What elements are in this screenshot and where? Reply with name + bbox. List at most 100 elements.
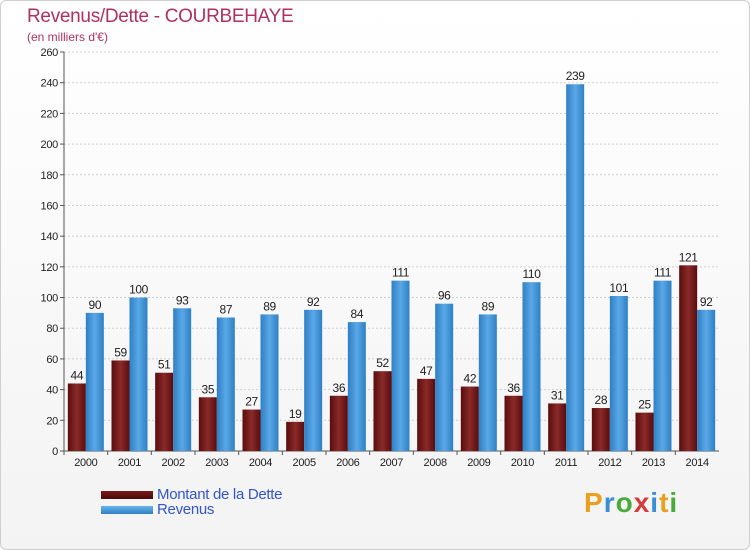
x-tick-label: 2008 xyxy=(424,457,447,469)
x-tick-label: 2003 xyxy=(205,457,228,469)
data-label-debt: 28 xyxy=(595,393,608,407)
x-tick-label: 2012 xyxy=(598,457,621,469)
bar-revenus xyxy=(304,309,323,451)
data-label-revenus: 111 xyxy=(654,266,672,280)
data-label-debt: 25 xyxy=(638,398,651,412)
y-tick-label: 40 xyxy=(46,385,58,397)
data-label-debt: 19 xyxy=(289,407,302,421)
y-tick-label: 100 xyxy=(41,293,59,305)
y-tick-label: 160 xyxy=(41,200,59,212)
bar-debt xyxy=(460,386,479,451)
bar-debt xyxy=(417,378,436,451)
bar-revenus xyxy=(129,297,148,451)
bar-debt xyxy=(591,408,610,451)
bar-debt xyxy=(67,383,86,451)
data-label-revenus: 111 xyxy=(392,266,410,280)
chart-subtitle: (en milliers d'€) xyxy=(27,30,108,44)
bar-revenus xyxy=(85,312,104,451)
y-tick-label: 60 xyxy=(46,354,58,366)
y-tick-label: 200 xyxy=(41,139,59,151)
legend-label-debt: Montant de la Dette xyxy=(157,486,283,503)
bar-debt xyxy=(548,403,567,451)
x-tick-label: 2001 xyxy=(118,457,141,469)
x-tick-label: 2004 xyxy=(249,457,272,469)
bar-debt xyxy=(242,409,261,451)
data-label-revenus: 89 xyxy=(482,299,495,313)
x-tick-label: 2011 xyxy=(555,457,578,469)
y-tick-label: 0 xyxy=(52,446,58,458)
data-label-debt: 27 xyxy=(245,395,258,409)
data-label-revenus: 87 xyxy=(220,302,233,316)
data-label-debt: 51 xyxy=(158,358,171,372)
y-tick-label: 20 xyxy=(46,415,58,427)
x-tick-label: 2000 xyxy=(74,457,97,469)
data-label-revenus: 92 xyxy=(307,295,320,309)
legend-swatch-debt xyxy=(101,490,153,499)
data-label-debt: 36 xyxy=(507,381,520,395)
bar-debt xyxy=(679,265,698,451)
data-label-revenus: 101 xyxy=(609,281,629,295)
bar-debt xyxy=(373,371,392,451)
legend-item-revenus: Revenus xyxy=(101,501,282,518)
y-tick-label: 240 xyxy=(41,78,59,90)
bar-revenus xyxy=(260,314,279,451)
data-label-debt: 36 xyxy=(333,381,346,395)
data-label-revenus: 93 xyxy=(176,293,189,307)
data-label-revenus: 96 xyxy=(438,289,451,303)
data-label-debt: 44 xyxy=(71,368,84,382)
data-label-debt: 42 xyxy=(464,372,477,386)
y-tick-label: 220 xyxy=(41,108,59,120)
bar-revenus xyxy=(173,308,192,451)
y-tick-label: 80 xyxy=(46,323,58,335)
data-label-revenus: 100 xyxy=(129,283,149,297)
data-label-debt: 121 xyxy=(679,250,699,264)
x-tick-label: 2010 xyxy=(511,457,534,469)
bar-revenus xyxy=(566,84,585,451)
bar-debt xyxy=(329,395,348,451)
data-label-revenus: 239 xyxy=(566,69,586,83)
data-label-revenus: 110 xyxy=(523,267,542,281)
x-tick-label: 2002 xyxy=(162,457,185,469)
proxiti-logo: Proxiti xyxy=(584,487,679,518)
legend-swatch-revenus xyxy=(101,505,153,514)
legend-label-revenus: Revenus xyxy=(157,501,215,518)
x-tick-label: 2013 xyxy=(642,457,665,469)
y-tick-label: 140 xyxy=(41,231,59,243)
data-label-debt: 52 xyxy=(376,356,389,370)
x-tick-label: 2014 xyxy=(686,457,709,469)
chart-legend: Montant de la Dette Revenus xyxy=(101,486,283,518)
x-tick-label: 2009 xyxy=(467,457,490,469)
bar-debt xyxy=(286,421,305,451)
bar-revenus xyxy=(609,296,628,451)
data-label-revenus: 90 xyxy=(89,298,102,312)
data-label-debt: 47 xyxy=(420,364,433,378)
x-tick-label: 2007 xyxy=(380,457,403,469)
x-tick-label: 2005 xyxy=(293,457,316,469)
legend-item-debt: Montant de la Dette xyxy=(101,486,283,503)
data-label-debt: 59 xyxy=(114,345,127,359)
bar-revenus xyxy=(347,322,366,451)
bar-revenus xyxy=(697,309,716,451)
y-tick-label: 120 xyxy=(41,262,59,274)
bar-revenus xyxy=(391,280,410,451)
bar-debt xyxy=(111,360,130,451)
bar-revenus xyxy=(435,303,454,451)
x-tick-label: 2006 xyxy=(336,457,359,469)
bar-debt xyxy=(635,412,654,451)
y-tick-label: 180 xyxy=(41,170,59,182)
bar-revenus xyxy=(653,280,672,451)
bar-revenus xyxy=(216,317,235,451)
bar-revenus xyxy=(478,314,497,451)
data-label-debt: 31 xyxy=(551,388,564,402)
chart-title: Revenus/Dette - COURBEHAYE xyxy=(27,6,294,27)
data-label-revenus: 89 xyxy=(263,299,276,313)
data-label-revenus: 84 xyxy=(351,307,364,321)
bar-debt xyxy=(155,372,174,451)
y-tick-label: 260 xyxy=(41,47,59,59)
bar-debt xyxy=(198,397,217,451)
data-label-revenus: 92 xyxy=(700,295,713,309)
data-label-debt: 35 xyxy=(202,382,215,396)
bar-debt xyxy=(504,395,523,451)
